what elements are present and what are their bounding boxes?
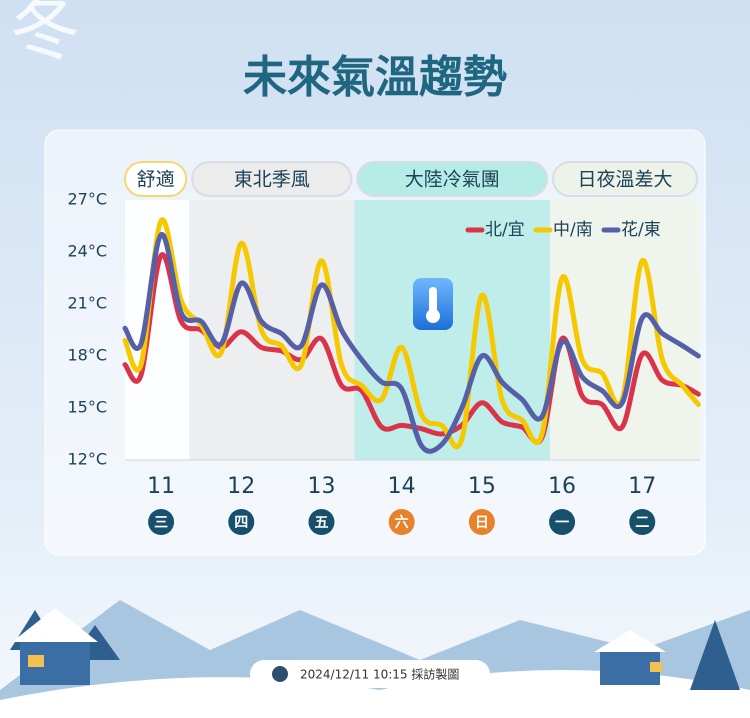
series-line (122, 217, 701, 450)
y-tick-label: 12°C (67, 450, 107, 469)
weekday-badge (228, 509, 255, 535)
weekday-label: 六 (395, 514, 409, 531)
period-label: 大陸冷氣團 (405, 169, 500, 191)
thermometer-icon (413, 278, 453, 330)
weekday-badge (388, 509, 415, 535)
x-tick-label: 13 (307, 474, 335, 499)
weekday-badge (549, 509, 576, 535)
x-tick-label: 14 (388, 474, 416, 499)
y-tick-label: 24°C (67, 242, 107, 261)
legend-label: 中/南 (553, 220, 593, 240)
weekday-label: 日 (475, 515, 489, 531)
period-chip (552, 161, 698, 197)
weekday-label: 五 (314, 515, 328, 531)
weekday-badge (629, 509, 656, 535)
x-tick-label: 11 (147, 474, 175, 499)
x-tick-label: 12 (227, 474, 255, 499)
period-label: 舒適 (137, 169, 175, 191)
weekday-label: 一 (555, 515, 569, 531)
legend-label: 花/東 (621, 220, 661, 240)
weekday-badge (148, 509, 175, 535)
x-tick-label: 17 (628, 474, 656, 499)
footer: 2024/12/11 10:15 採訪製圖 (300, 667, 459, 682)
weekday-label: 三 (154, 515, 168, 531)
x-tick-label: 15 (468, 474, 496, 499)
period-label: 日夜溫差大 (578, 169, 673, 191)
weekday-badge (308, 509, 335, 535)
legend-label: 北/宜 (485, 220, 525, 240)
season-mark: 冬 (10, 0, 80, 70)
y-tick-label: 15°C (67, 398, 107, 417)
chart-title: 未來氣溫趨勢 (243, 52, 507, 103)
y-tick-label: 21°C (67, 294, 107, 313)
x-tick-label: 16 (548, 474, 576, 499)
weekday-label: 二 (635, 515, 649, 531)
series-line (122, 232, 701, 454)
period-chip (191, 161, 353, 197)
y-tick-label: 18°C (67, 346, 107, 365)
period-chip (356, 161, 549, 197)
weekday-label: 四 (234, 515, 248, 531)
weekday-badge (468, 509, 495, 535)
scenery (0, 600, 750, 718)
y-tick-label: 27°C (67, 190, 107, 209)
period-chip (124, 161, 188, 197)
period-label: 東北季風 (234, 169, 310, 191)
